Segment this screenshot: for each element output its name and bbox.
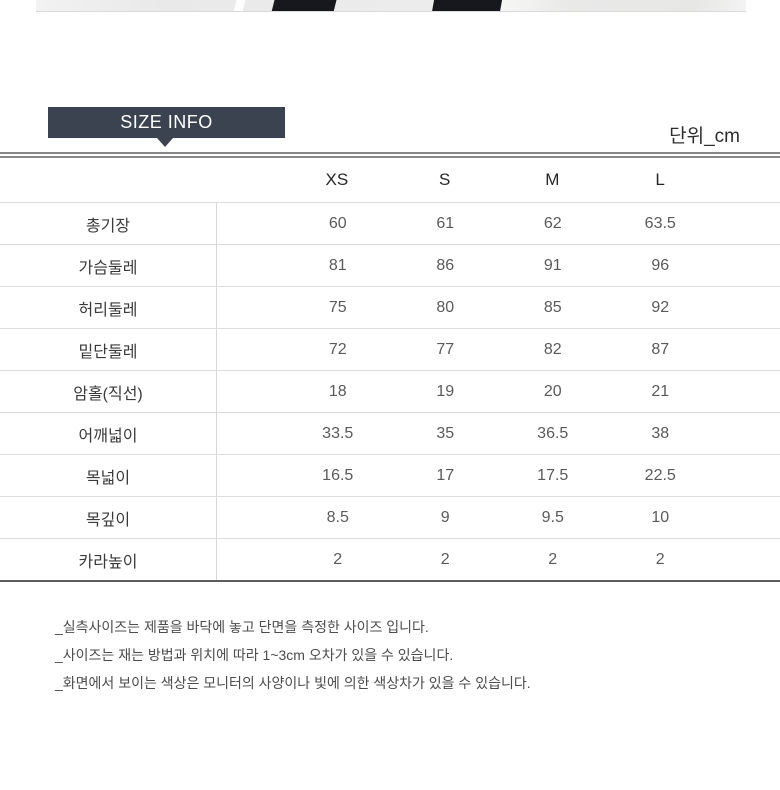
measurement-notes: _실측사이즈는 제품을 바닥에 놓고 단면을 측정한 사이즈 입니다. _사이즈… bbox=[55, 613, 531, 697]
size-info-badge: SIZE INFO bbox=[48, 107, 285, 138]
table-row: 어깨넓이 33.5 35 36.5 38 bbox=[0, 412, 780, 454]
note-line: _사이즈는 재는 방법과 위치에 따라 1~3cm 오차가 있을 수 있습니다. bbox=[55, 647, 454, 663]
cell-value: 75 bbox=[328, 298, 347, 316]
row-values: 33.5 35 36.5 38 bbox=[216, 413, 780, 454]
cell-value: 8.5 bbox=[326, 508, 349, 526]
rule-line-bottom bbox=[0, 156, 780, 158]
table-header-empty-cell bbox=[0, 158, 216, 202]
cell-value: 20 bbox=[543, 382, 562, 400]
cell-value: 77 bbox=[436, 340, 455, 358]
cell-value: 60 bbox=[328, 214, 347, 232]
double-rule bbox=[0, 152, 780, 158]
table-row: 허리둘레 75 80 85 92 bbox=[0, 286, 780, 328]
cell-value: 35 bbox=[436, 424, 455, 442]
row-values: 18 19 20 21 bbox=[216, 371, 780, 412]
row-values: 60 61 62 63.5 bbox=[216, 203, 780, 244]
cell-value: 61 bbox=[436, 214, 455, 232]
column-header-l: L bbox=[655, 170, 665, 189]
row-label: 허리둘레 bbox=[78, 301, 138, 319]
unit-label: 단위_cm bbox=[669, 126, 740, 147]
cell-value: 9 bbox=[440, 508, 450, 526]
table-row: 목깊이 8.5 9 9.5 10 bbox=[0, 496, 780, 538]
cell-value: 19 bbox=[436, 382, 455, 400]
table-row: 밑단둘레 72 77 82 87 bbox=[0, 328, 780, 370]
column-header-s: S bbox=[438, 170, 451, 189]
cell-value: 86 bbox=[436, 256, 455, 274]
cell-value: 81 bbox=[328, 256, 347, 274]
table-row: 카라높이 2 2 2 2 bbox=[0, 538, 780, 580]
column-header-xs: XS bbox=[325, 170, 349, 189]
product-photo-strip bbox=[36, 0, 746, 12]
rule-gap bbox=[0, 154, 780, 156]
cell-value: 82 bbox=[543, 340, 562, 358]
table-header-columns: XS S M L bbox=[216, 158, 780, 202]
column-header-m: M bbox=[545, 170, 560, 189]
cell-value: 85 bbox=[543, 298, 562, 316]
row-label: 카라높이 bbox=[78, 553, 138, 571]
photo-highlight bbox=[233, 0, 246, 11]
cell-value: 36.5 bbox=[537, 424, 569, 442]
cell-value: 62 bbox=[543, 214, 562, 232]
size-info-title: SIZE INFO bbox=[120, 112, 213, 132]
row-values: 75 80 85 92 bbox=[216, 287, 780, 328]
cell-value: 18 bbox=[328, 382, 347, 400]
cell-value: 21 bbox=[651, 382, 670, 400]
cell-value: 33.5 bbox=[322, 424, 354, 442]
row-values: 81 86 91 96 bbox=[216, 245, 780, 286]
row-label: 암홀(직선) bbox=[73, 385, 143, 403]
cell-value: 87 bbox=[651, 340, 670, 358]
row-values: 8.5 9 9.5 10 bbox=[216, 497, 780, 538]
cell-value: 10 bbox=[651, 508, 670, 526]
cell-value: 2 bbox=[333, 550, 343, 568]
row-label: 목깊이 bbox=[85, 511, 131, 529]
cell-value: 63.5 bbox=[644, 214, 676, 232]
table-row: 암홀(직선) 18 19 20 21 bbox=[0, 370, 780, 412]
row-label: 총기장 bbox=[85, 217, 131, 235]
cell-value: 80 bbox=[436, 298, 455, 316]
note-line: _실측사이즈는 제품을 바닥에 놓고 단면을 측정한 사이즈 입니다. bbox=[55, 619, 429, 635]
cell-value: 9.5 bbox=[541, 508, 564, 526]
rule-line-top bbox=[0, 152, 780, 154]
cell-value: 2 bbox=[655, 550, 665, 568]
row-label: 밑단둘레 bbox=[78, 343, 138, 361]
garment-silhouette-right bbox=[431, 0, 503, 11]
cell-value: 96 bbox=[651, 256, 670, 274]
row-label: 가슴둘레 bbox=[78, 259, 138, 277]
cell-value: 72 bbox=[328, 340, 347, 358]
cell-value: 16.5 bbox=[322, 466, 354, 484]
row-values: 72 77 82 87 bbox=[216, 329, 780, 370]
cell-value: 17.5 bbox=[537, 466, 569, 484]
cell-value: 91 bbox=[543, 256, 562, 274]
cell-value: 92 bbox=[651, 298, 670, 316]
cell-value: 38 bbox=[651, 424, 670, 442]
row-label: 어깨넓이 bbox=[78, 427, 138, 445]
note-line: _화면에서 보이는 색상은 모니터의 사양이나 빛에 의한 색상차가 있을 수 … bbox=[55, 675, 531, 691]
table-header-row: XS S M L bbox=[0, 158, 780, 202]
cell-value: 22.5 bbox=[644, 466, 676, 484]
row-values: 16.5 17 17.5 22.5 bbox=[216, 455, 780, 496]
badge-pointer-icon bbox=[157, 138, 173, 147]
table-row: 총기장 60 61 62 63.5 bbox=[0, 202, 780, 244]
cell-value: 2 bbox=[548, 550, 558, 568]
row-values: 2 2 2 2 bbox=[216, 539, 780, 580]
cell-value: 17 bbox=[436, 466, 455, 484]
cell-value: 2 bbox=[440, 550, 450, 568]
size-table: XS S M L 총기장 60 61 62 63.5 가슴둘레 81 86 91… bbox=[0, 158, 780, 582]
table-row: 가슴둘레 81 86 91 96 bbox=[0, 244, 780, 286]
garment-silhouette-left bbox=[271, 0, 337, 11]
row-label: 목넓이 bbox=[85, 469, 131, 487]
table-row: 목넓이 16.5 17 17.5 22.5 bbox=[0, 454, 780, 496]
